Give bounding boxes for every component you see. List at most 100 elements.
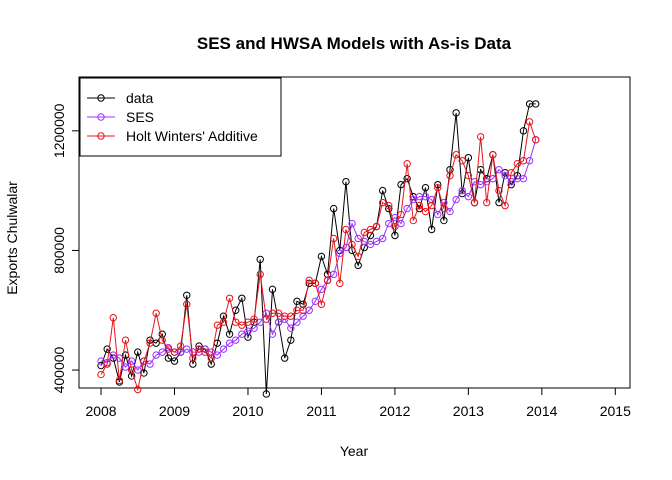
legend-label: data [126,90,153,106]
data-point [232,318,240,326]
data-point [452,195,460,204]
data-point [287,312,295,320]
data-point [115,376,124,385]
data-point [403,174,411,183]
data-point [238,321,246,329]
data-point [299,306,307,314]
data-point [421,192,430,201]
data-point [409,195,417,204]
data-point [434,183,442,192]
data-point [489,151,497,159]
data-point [532,136,540,144]
legend-marker [97,132,105,140]
data-point [97,370,105,379]
data-point [348,240,356,249]
data-point [397,210,405,219]
data-point [440,204,448,213]
data-point [262,315,271,323]
data-point [164,354,173,362]
data-point [397,219,405,228]
data-point [519,157,528,165]
data-point [268,330,277,338]
data-point [519,174,528,183]
data-point [268,285,277,294]
x-tick-label: 2008 [85,403,116,419]
data-point [103,360,111,368]
legend-marker [97,113,105,121]
data-point [274,318,283,326]
data-point [507,177,515,186]
data-point [287,336,295,344]
data-point [378,186,387,195]
data-point [140,369,148,377]
data-point [183,291,191,299]
data-point [452,151,460,159]
data-point [293,318,301,326]
data-point [323,276,332,285]
data-point [311,279,320,288]
data-point [262,390,271,398]
data-point [213,321,222,329]
x-tick-label: 2012 [379,403,410,419]
data-point [372,222,381,231]
data-point [281,354,289,362]
data-point [134,385,142,394]
data-point [250,324,258,332]
data-point [189,354,197,362]
data-point [354,234,362,243]
data-point [483,198,491,207]
data-point [164,345,173,353]
data-point [256,318,264,326]
data-point [232,336,240,344]
data-point [378,234,387,243]
data-point [152,351,160,359]
data-point [421,207,430,216]
x-axis-label: Year [340,443,369,459]
series-2 [97,118,540,394]
data-point [201,348,209,356]
data-point [146,360,154,368]
data-point [409,216,417,225]
data-point [103,345,111,353]
data-point [152,309,160,317]
data-point [403,160,411,168]
data-point [476,180,485,189]
data-point [317,300,326,308]
data-point [513,160,522,168]
data-point [391,222,399,231]
data-point [360,237,368,246]
y-axis-label: Exports Chulwalar [4,181,20,295]
data-point [458,186,466,195]
data-point [483,177,491,186]
data-point [354,261,362,270]
data-point [378,198,387,207]
data-point [427,225,436,234]
x-tick-label: 2011 [306,403,336,419]
data-point [507,168,515,177]
data-point [385,201,393,210]
legend-label: Holt Winters' Additive [126,128,258,144]
data-point [127,366,136,374]
data-point [427,201,436,210]
data-point [366,225,375,234]
data-point [244,327,252,335]
data-point [121,336,130,344]
data-point [207,354,215,362]
data-point [470,198,479,207]
data-point [170,357,179,365]
data-point [329,204,338,213]
x-tick-label: 2013 [453,403,484,419]
data-point [140,357,148,365]
data-point [464,154,473,162]
data-point [256,270,264,279]
data-point [495,186,503,195]
data-point [354,252,362,261]
data-point [250,315,258,323]
data-point [293,297,301,305]
data-point [446,171,454,180]
data-point [317,285,326,294]
data-point [440,216,448,225]
data-point [146,339,154,347]
data-point [176,342,185,350]
data-point [274,309,283,317]
